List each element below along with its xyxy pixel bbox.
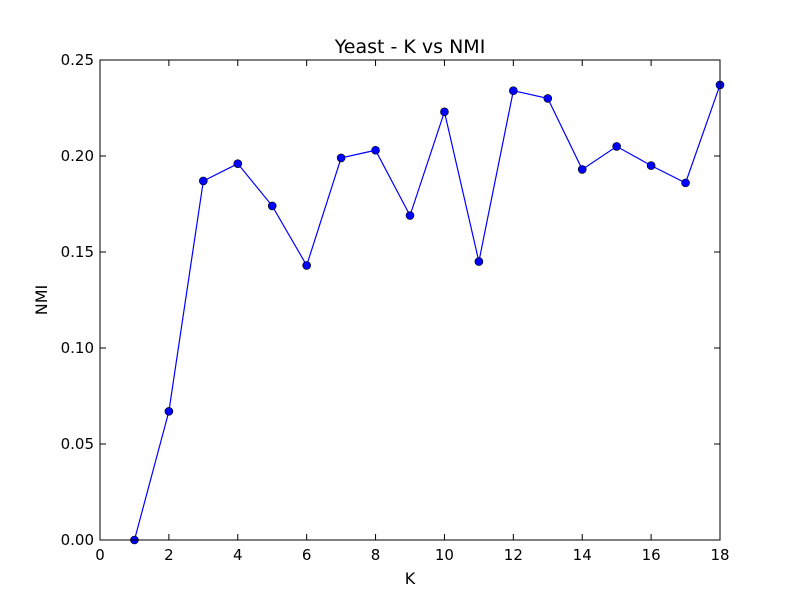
data-point: [543, 94, 553, 103]
chart-title: Yeast - K vs NMI: [334, 36, 486, 58]
y-tick-label: 0.05: [61, 435, 94, 453]
x-axis-label: K: [405, 569, 416, 588]
data-point: [199, 176, 208, 186]
data-point: [302, 261, 311, 270]
data-point: [577, 165, 587, 174]
y-tick-label: 0.20: [61, 147, 94, 165]
x-tick-label: 2: [164, 546, 174, 564]
y-tick-label: 0.00: [61, 531, 94, 549]
y-tick-label: 0.25: [61, 51, 94, 69]
data-point: [474, 257, 484, 266]
data-point: [336, 153, 346, 163]
data-point: [509, 86, 518, 96]
y-tick-label: 0.15: [61, 243, 94, 261]
axis-ticks: 0 2 4 6 8 10 12 14 16 18 0.00 0.05 0.10 0.15 0.20 0.25: [61, 51, 730, 564]
y-axis-label: NMI: [32, 285, 51, 316]
x-tick-label: 0: [95, 546, 105, 564]
data-point: [440, 107, 449, 117]
x-tick-label: 16: [642, 546, 661, 564]
x-tick-label: 8: [371, 546, 381, 564]
data-point: [681, 178, 690, 188]
x-tick-label: 10: [435, 546, 454, 564]
y-tick-label: 0.10: [61, 339, 94, 357]
series-layer: [130, 80, 725, 545]
data-point: [405, 211, 415, 220]
plot-frame: [99, 59, 721, 541]
x-tick-label: 4: [233, 546, 243, 564]
data-point: [164, 407, 174, 416]
data-point: [371, 145, 380, 155]
x-tick-label: 14: [573, 546, 592, 564]
x-tick-label: 18: [710, 546, 729, 564]
data-point: [267, 201, 277, 211]
data-point: [233, 159, 243, 168]
x-tick-label: 6: [302, 546, 312, 564]
series-line: [133, 84, 721, 541]
x-tick-label: 12: [504, 546, 523, 564]
data-point: [612, 142, 621, 151]
data-point: [646, 161, 656, 170]
